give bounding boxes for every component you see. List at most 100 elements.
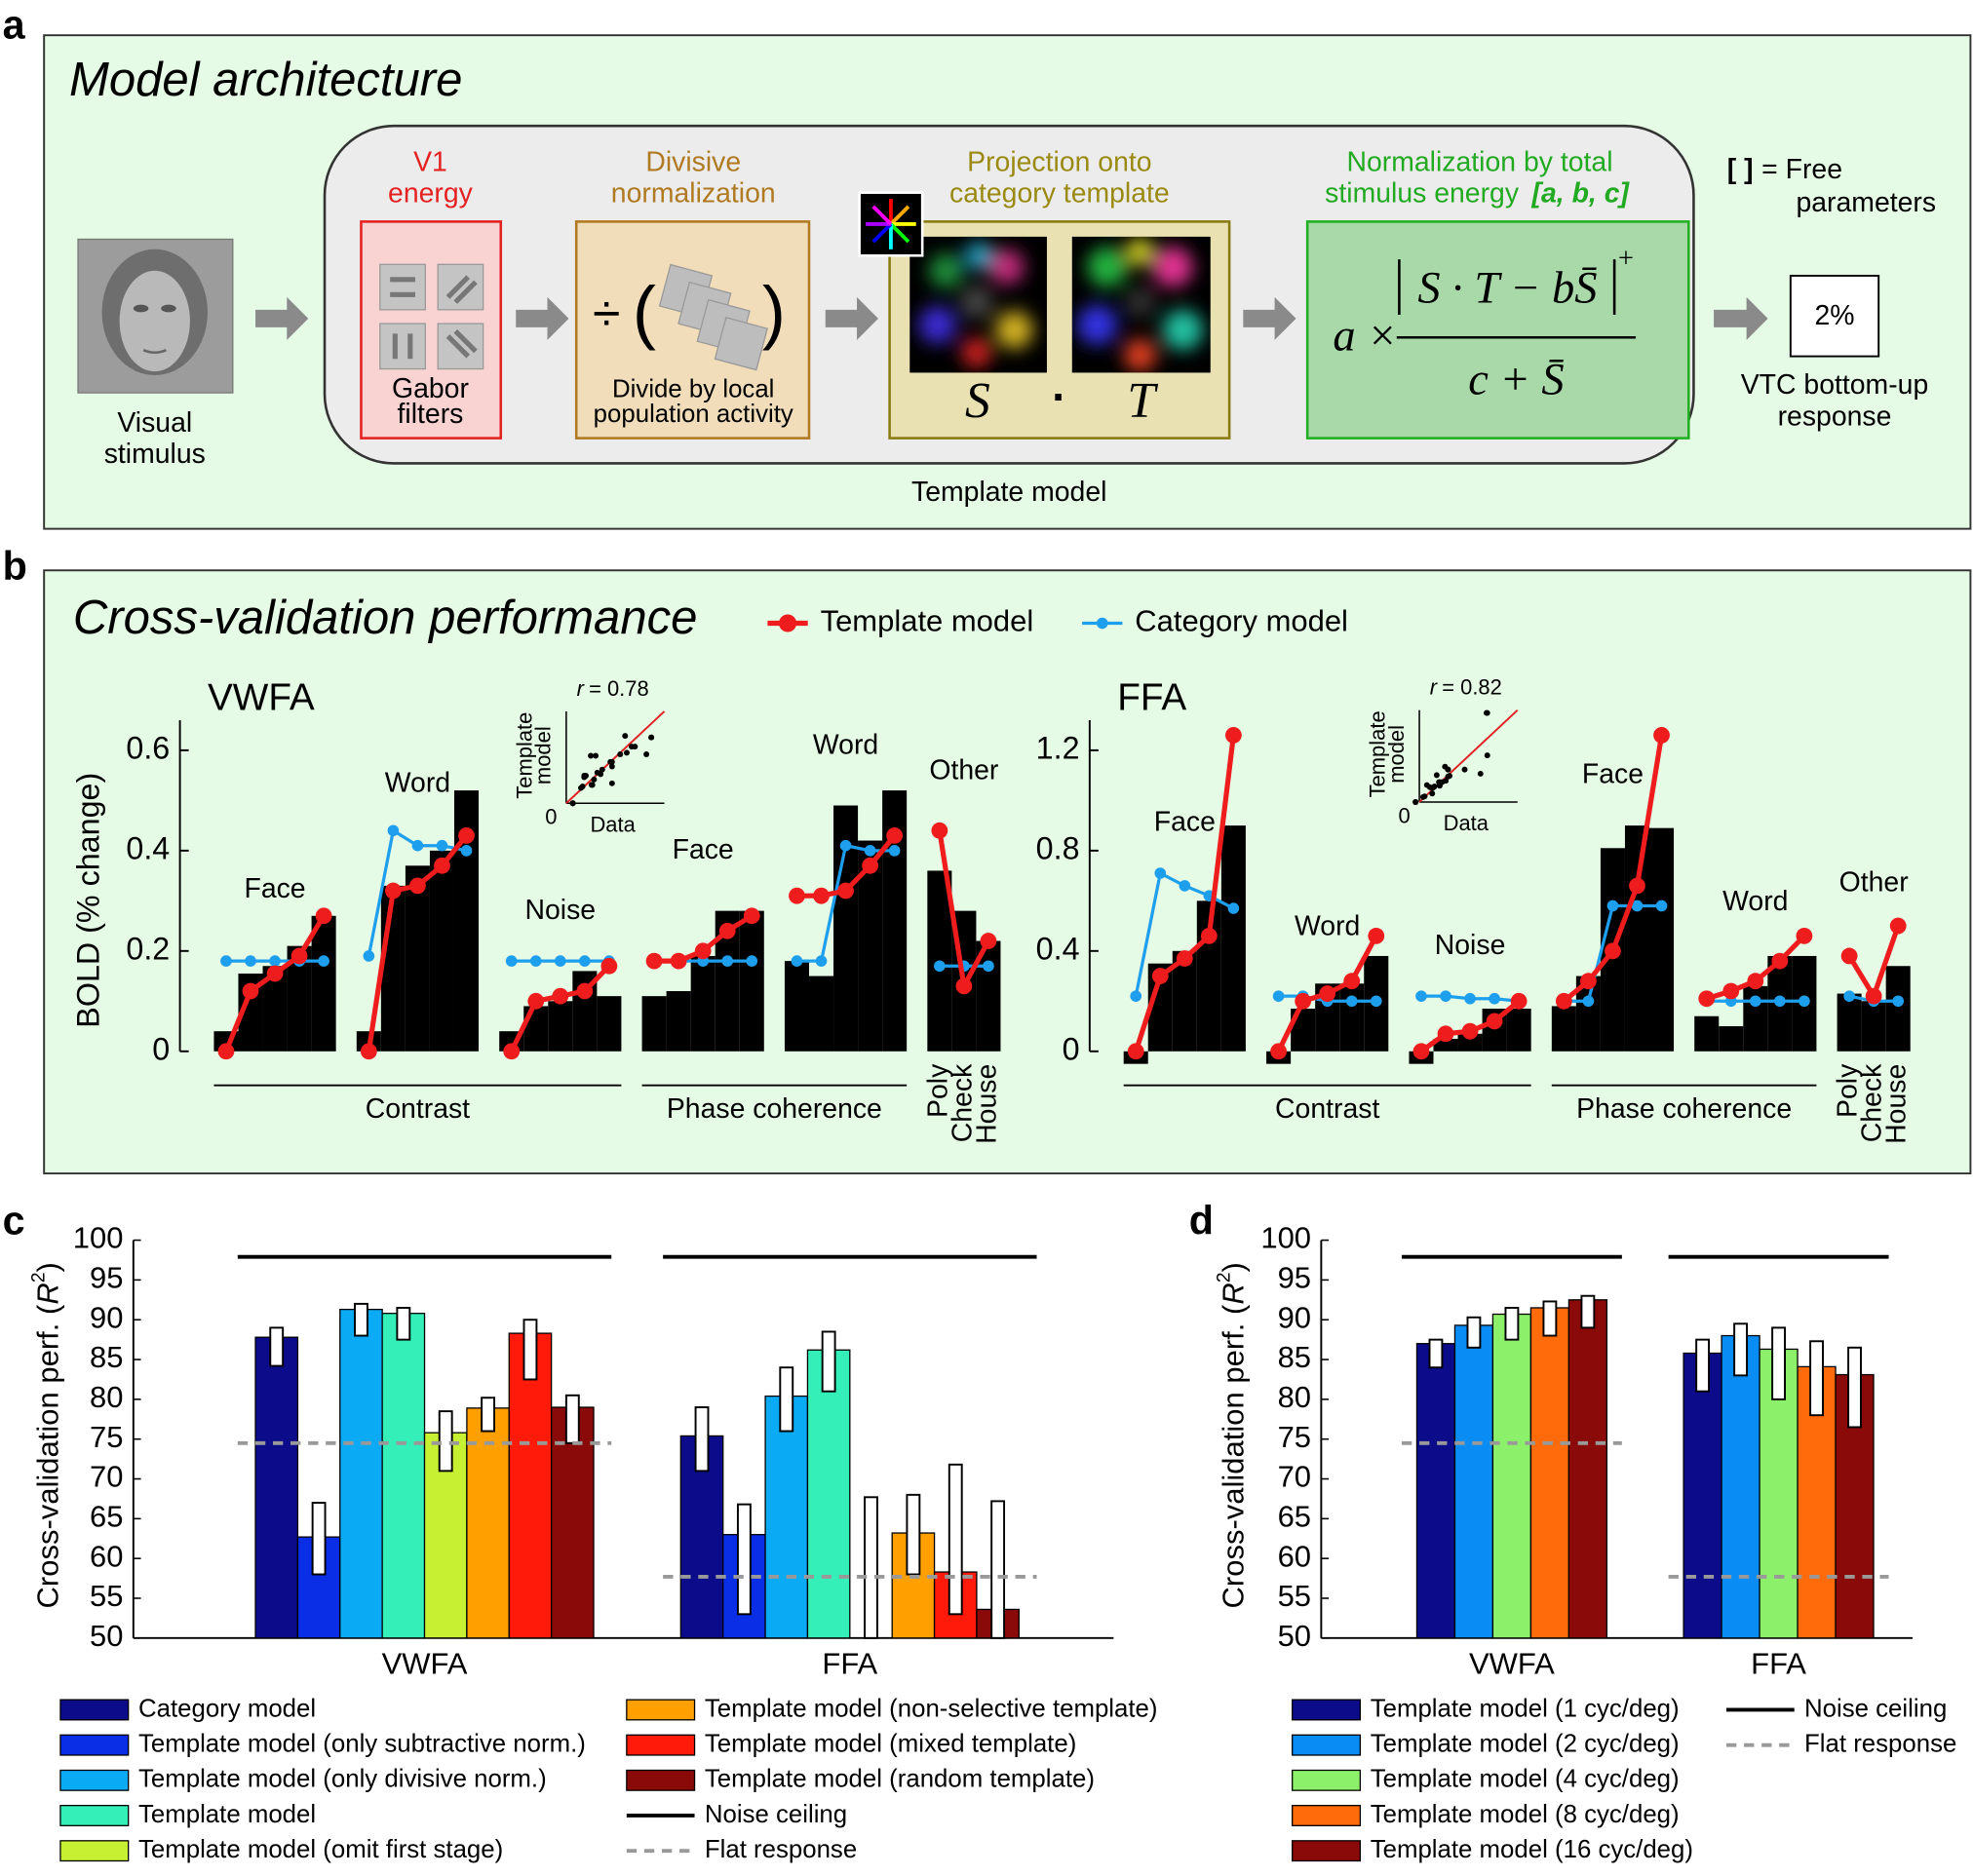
y-label-text: Cross-validation perf. (	[1217, 1304, 1251, 1608]
category-marker	[791, 955, 803, 967]
interval	[1580, 1294, 1596, 1329]
template-marker	[789, 887, 805, 904]
y-tick-label: 85	[90, 1340, 123, 1374]
template-marker	[409, 877, 426, 895]
interval	[1847, 1346, 1862, 1429]
condition-label: Contrast	[1275, 1093, 1379, 1125]
interval	[438, 1410, 453, 1473]
category-marker	[1179, 880, 1191, 892]
y-tick-label: 75	[1278, 1420, 1311, 1454]
template-marker	[1698, 990, 1716, 1008]
interval	[481, 1397, 496, 1433]
panel-label: a	[3, 2, 26, 47]
inset-r: r = 0.78	[577, 676, 649, 701]
template-marker	[1747, 973, 1764, 990]
category-marker	[1655, 900, 1668, 912]
group-label: Face	[1582, 758, 1644, 789]
template-marker	[384, 882, 402, 900]
output-caption: response	[1778, 401, 1892, 432]
template-marker	[290, 947, 308, 965]
inset-point	[608, 763, 615, 770]
inset-point	[594, 769, 600, 776]
bar	[739, 910, 764, 1052]
formula-denominator: c + S̄	[1468, 356, 1564, 405]
group-label: Other	[929, 754, 998, 785]
y-tick-label: 75	[90, 1420, 123, 1454]
interval	[1466, 1316, 1482, 1349]
inset-point	[623, 749, 630, 756]
bar	[690, 955, 716, 1052]
template-marker	[1270, 1043, 1287, 1060]
group-label: Face	[673, 834, 734, 865]
category-marker	[1843, 990, 1855, 1002]
category-marker	[269, 955, 281, 967]
inset-r-value: = 0.78	[589, 676, 649, 701]
legend-label: Category model	[1135, 604, 1348, 638]
bar	[339, 1308, 383, 1639]
y-tick-label: 0	[152, 1031, 170, 1066]
template-image	[1071, 236, 1211, 373]
category-marker	[983, 960, 994, 973]
inset-point	[569, 800, 576, 807]
category-marker	[1606, 900, 1619, 912]
legend-swatch	[59, 1840, 130, 1862]
y-tick-label: 0.6	[126, 730, 170, 765]
interval	[864, 1496, 878, 1639]
y-tick-label: 60	[1278, 1539, 1311, 1573]
x-tick-label: FFA	[1751, 1646, 1806, 1680]
bar	[808, 976, 834, 1052]
interval	[564, 1394, 580, 1444]
inset-y-label: Template	[512, 712, 536, 799]
template-marker	[1865, 987, 1882, 1005]
legend-swatch	[1292, 1840, 1362, 1862]
template-marker	[217, 1043, 235, 1060]
condition-label: Poly	[1833, 1063, 1864, 1118]
legend-label: Flat response	[1804, 1730, 1956, 1757]
bar	[1649, 827, 1675, 1052]
condition-label: Phase coherence	[667, 1093, 882, 1125]
template-marker	[1343, 973, 1361, 990]
stage-title: stimulus energy	[1325, 178, 1520, 210]
template-marker	[315, 907, 332, 925]
legend-label: Template model	[138, 1801, 316, 1828]
panel-label: d	[1189, 1199, 1214, 1244]
stage-caption: filters	[398, 399, 464, 430]
y-tick-label: 80	[1278, 1380, 1311, 1414]
bar	[1885, 966, 1911, 1052]
y-label-text: Cross-validation perf. (	[31, 1304, 65, 1608]
template-marker	[1771, 952, 1789, 970]
bar	[1433, 1038, 1458, 1052]
bar	[1220, 825, 1246, 1052]
bar	[1415, 1343, 1456, 1639]
stacked-filters	[658, 263, 768, 371]
bar	[1694, 1015, 1720, 1052]
category-marker	[888, 845, 901, 857]
bar	[666, 990, 691, 1052]
template-marker	[1510, 992, 1528, 1010]
free-params-text: parameters	[1796, 187, 1936, 218]
legend-swatch	[59, 1699, 130, 1721]
stimulus-label: Visual	[117, 407, 192, 439]
inset-x-label: Data	[590, 812, 636, 836]
y-axis-label: BOLD (% change)	[70, 773, 105, 1028]
category-marker	[1892, 995, 1905, 1008]
category-marker	[436, 839, 448, 852]
bar	[548, 1001, 573, 1052]
inset-r-symbol: r	[1430, 674, 1439, 699]
template-marker	[1295, 992, 1312, 1010]
template-marker	[1319, 985, 1336, 1002]
interval	[269, 1326, 285, 1367]
inset-point	[589, 782, 596, 788]
inset-point	[1423, 782, 1430, 788]
inset-y-label: model	[531, 726, 556, 785]
legend-label: Template model (8 cyc/deg)	[1371, 1801, 1680, 1828]
interval	[1733, 1322, 1749, 1377]
legend-swatch	[1292, 1699, 1362, 1721]
interval	[736, 1503, 752, 1616]
face-image	[77, 238, 234, 394]
chart-title: VWFA	[208, 677, 315, 719]
category-marker	[387, 824, 400, 837]
stage-title: Normalization by total	[1346, 146, 1612, 177]
inset-origin-label: 0	[545, 805, 557, 829]
